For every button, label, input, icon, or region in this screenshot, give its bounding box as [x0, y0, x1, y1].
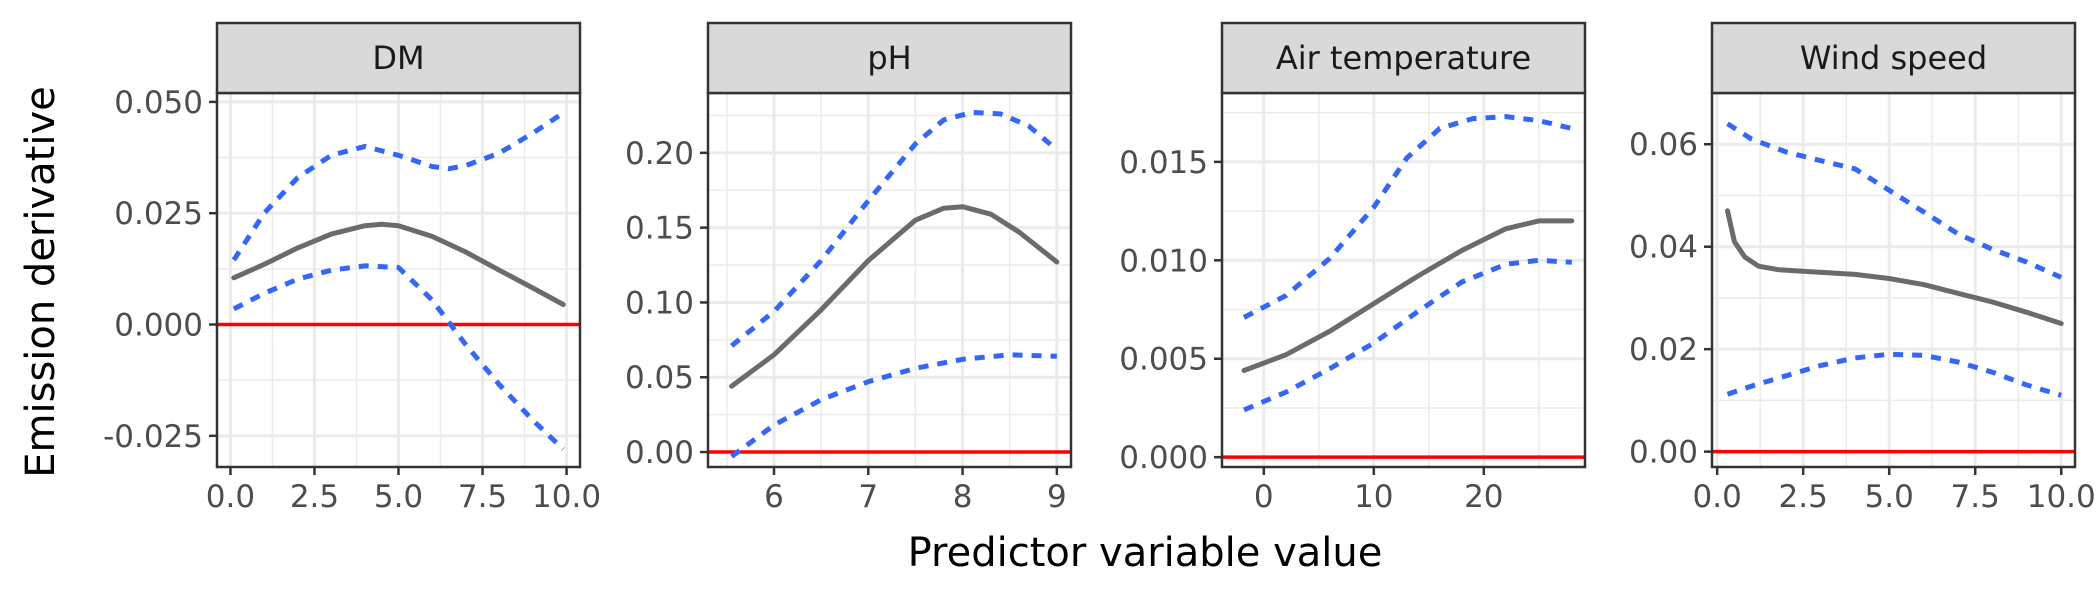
x-tick-label: 0.0	[206, 479, 255, 515]
y-tick-label: 0.025	[114, 196, 203, 232]
strip-label: pH	[867, 39, 911, 77]
panel-background	[1222, 93, 1585, 467]
lower-ci-line	[1243, 257, 1572, 413]
upper-ci-line	[231, 110, 565, 262]
upper-ci-line	[730, 109, 1059, 348]
x-tick-label: 8	[953, 479, 973, 515]
x-axis-title: Predictor variable value	[908, 530, 1383, 576]
y-tick-label: 0.10	[625, 285, 694, 321]
y-tick-label: 0.005	[1119, 342, 1208, 378]
estimate-line	[231, 221, 566, 307]
estimate-line	[1725, 208, 2064, 326]
strip-label: Wind speed	[1800, 39, 1987, 77]
lower-ci-line	[730, 352, 1057, 459]
estimate-line	[1241, 218, 1575, 373]
x-tick-label: 7.5	[458, 479, 507, 515]
x-tick-label: 5.0	[1865, 479, 1914, 515]
x-tick-label: 2.5	[290, 479, 339, 515]
y-tick-label: 0.050	[114, 85, 203, 121]
y-tick-label: 0.010	[1119, 243, 1208, 279]
y-tick-label: 0.00	[1629, 435, 1698, 471]
y-tick-label: 0.00	[625, 435, 694, 471]
panel-0: 0.0 2.5 5.0 7.5 10.0 -0.025 0.000 0.025 0.050 DM	[103, 21, 601, 515]
x-tick-label: 7.5	[1951, 479, 2000, 515]
lower-ci-line	[232, 263, 565, 452]
x-tick-label: 10	[1354, 479, 1393, 515]
strip-background	[1220, 21, 1587, 95]
y-tick-label: 0.15	[625, 211, 694, 247]
x-tick-label: 7	[858, 479, 878, 515]
x-tick-label: 0.0	[1693, 479, 1742, 515]
y-tick-label: -0.025	[103, 419, 203, 455]
y-tick-label: 0.05	[625, 360, 694, 396]
upper-ci-line	[1242, 114, 1573, 320]
panel-background	[708, 93, 1071, 467]
x-tick-label: 9	[1047, 479, 1067, 515]
x-tick-label: 5.0	[374, 479, 423, 515]
strip-background	[1710, 21, 2077, 95]
x-tick-label: 10.0	[2027, 479, 2096, 515]
y-tick-label: 0.04	[1629, 230, 1698, 266]
x-tick-label: 2.5	[1779, 479, 1828, 515]
strip-label: DM	[372, 39, 424, 77]
x-tick-label: 0	[1254, 479, 1274, 515]
upper-ci-line	[1726, 121, 2063, 280]
x-tick-label: 6	[764, 479, 784, 515]
panel-1: 6 7 8 9 0.00 0.05 0.10 0.15 0.20 pH	[625, 21, 1073, 515]
panel-2: 0 10 20 0.000 0.005 0.010 0.015 Air temperature	[1119, 21, 1587, 515]
estimate-line	[729, 204, 1060, 389]
strip-background	[215, 21, 582, 95]
y-tick-label: 0.02	[1629, 332, 1698, 368]
x-tick-label: 10.0	[532, 479, 601, 515]
x-tick-label: 20	[1464, 479, 1503, 515]
y-tick-label: 0.000	[1119, 440, 1208, 476]
y-tick-label: 0.20	[625, 136, 694, 172]
strip-label: Air temperature	[1276, 39, 1531, 77]
y-tick-label: 0.06	[1629, 127, 1698, 163]
y-axis-title: Emission derivative	[18, 86, 64, 478]
y-tick-label: 0.000	[114, 308, 203, 344]
panel-3: 0.0 2.5 5.0 7.5 10.0 0.00 0.02 0.04 0.06 Wind spe…	[1629, 21, 2096, 515]
strip-background	[706, 21, 1073, 95]
y-tick-label: 0.015	[1119, 145, 1208, 181]
